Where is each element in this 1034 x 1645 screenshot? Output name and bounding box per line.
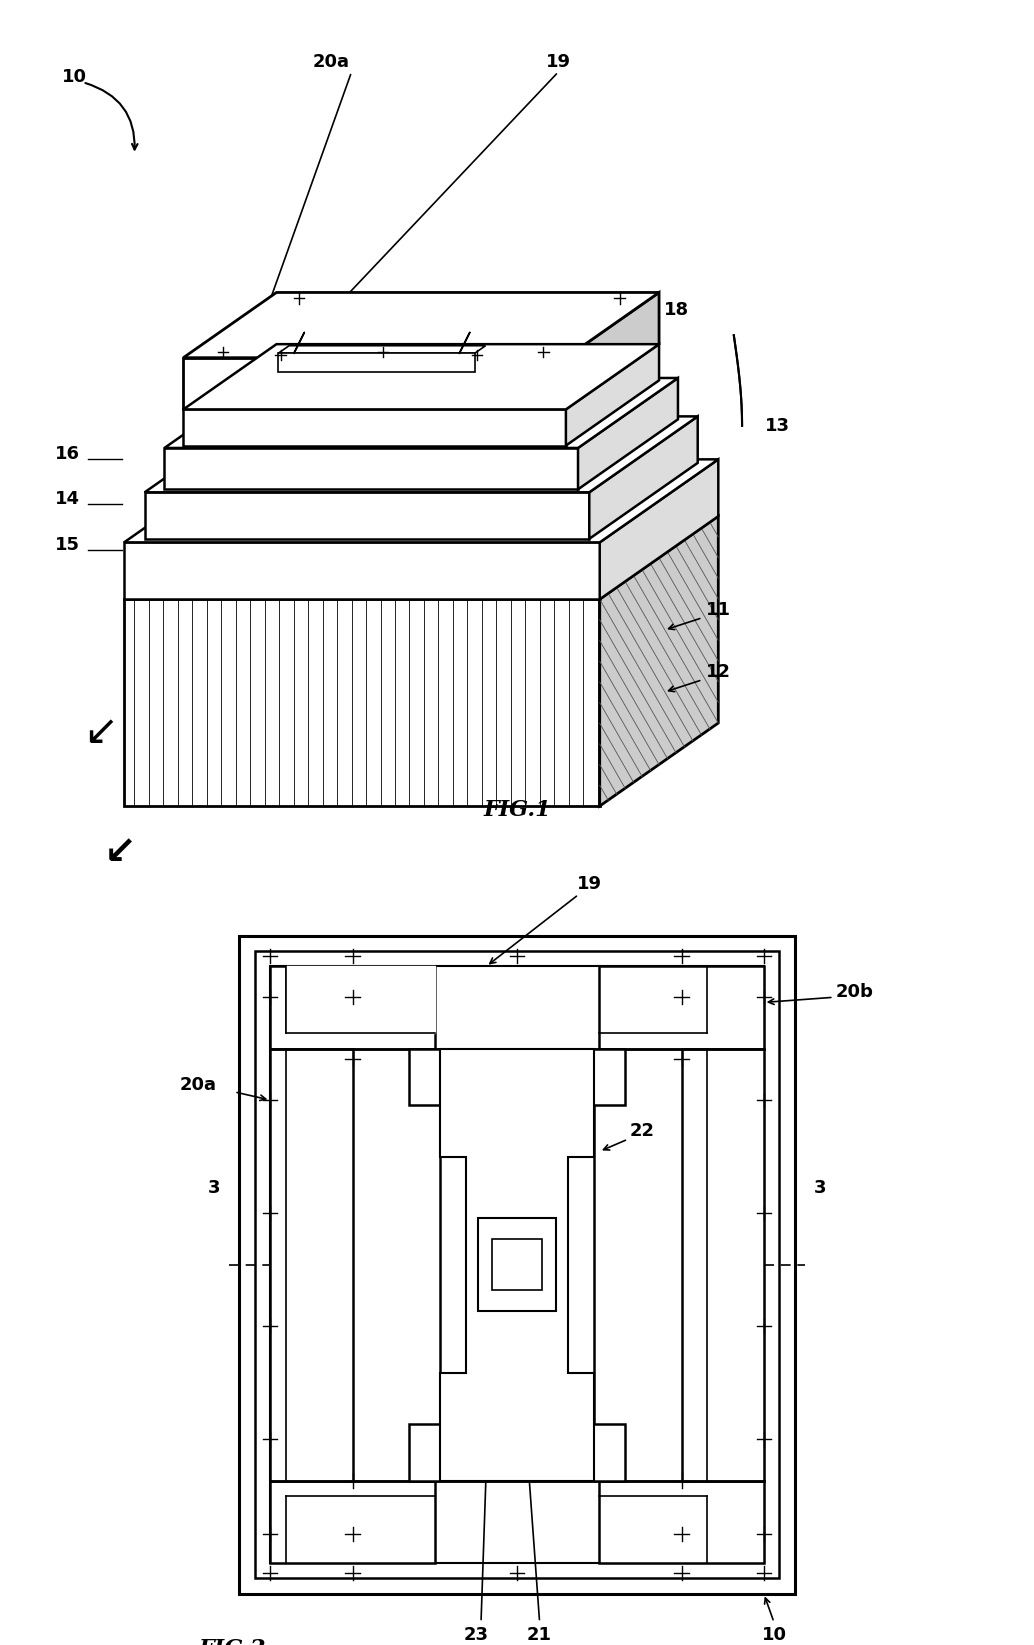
Text: 12: 12 [705,663,731,681]
Polygon shape [183,344,659,410]
Polygon shape [255,357,493,410]
Text: 23: 23 [185,378,211,396]
Text: FIG.1: FIG.1 [483,799,551,821]
Polygon shape [183,293,659,357]
Polygon shape [164,447,578,489]
Text: 14: 14 [55,490,80,508]
Text: 20a: 20a [312,53,349,71]
Polygon shape [600,517,719,806]
Text: 11: 11 [705,600,731,619]
Polygon shape [681,1050,764,1480]
Text: 3: 3 [814,1178,826,1196]
Polygon shape [566,344,659,446]
Text: 15: 15 [55,536,80,554]
Text: 21: 21 [527,1625,552,1643]
Polygon shape [493,357,566,410]
Polygon shape [492,1239,542,1290]
Text: 21: 21 [320,385,345,403]
Polygon shape [278,354,475,372]
Polygon shape [124,459,719,543]
Polygon shape [164,378,678,447]
Polygon shape [285,966,434,1033]
Polygon shape [589,416,698,540]
Text: 20b: 20b [835,984,874,1002]
Polygon shape [255,373,493,405]
Polygon shape [478,1219,556,1311]
Polygon shape [183,357,255,410]
Polygon shape [270,966,764,1563]
Polygon shape [124,543,600,599]
Polygon shape [255,355,519,373]
Polygon shape [409,1050,625,1480]
Text: 22: 22 [252,385,278,403]
Text: 3: 3 [208,1178,220,1196]
Polygon shape [270,1480,434,1563]
Polygon shape [240,936,794,1594]
Polygon shape [145,492,589,540]
Text: ↙: ↙ [83,711,118,753]
Text: ↙: ↙ [103,834,136,872]
Polygon shape [566,293,659,410]
Text: 20b: 20b [617,303,656,321]
Text: FIG.2: FIG.2 [199,1638,266,1645]
Text: 18: 18 [664,301,690,319]
Text: 13: 13 [765,416,790,434]
Polygon shape [578,378,678,489]
Polygon shape [278,345,486,354]
Polygon shape [600,1480,764,1563]
Text: 19: 19 [546,53,571,71]
Polygon shape [270,966,434,1050]
Polygon shape [270,1050,353,1480]
Polygon shape [285,966,434,1033]
Polygon shape [183,410,566,446]
Text: 10: 10 [62,67,87,86]
Text: 22: 22 [630,1122,656,1140]
Polygon shape [124,599,600,806]
Text: 23: 23 [463,1625,488,1643]
Polygon shape [254,951,780,1578]
Polygon shape [600,966,764,1050]
Polygon shape [439,1050,595,1480]
Text: 10: 10 [761,1625,787,1643]
Polygon shape [600,459,719,599]
Text: 16: 16 [55,444,80,462]
Text: 19: 19 [577,875,602,893]
Polygon shape [145,416,698,492]
Text: 20a: 20a [180,1076,217,1094]
